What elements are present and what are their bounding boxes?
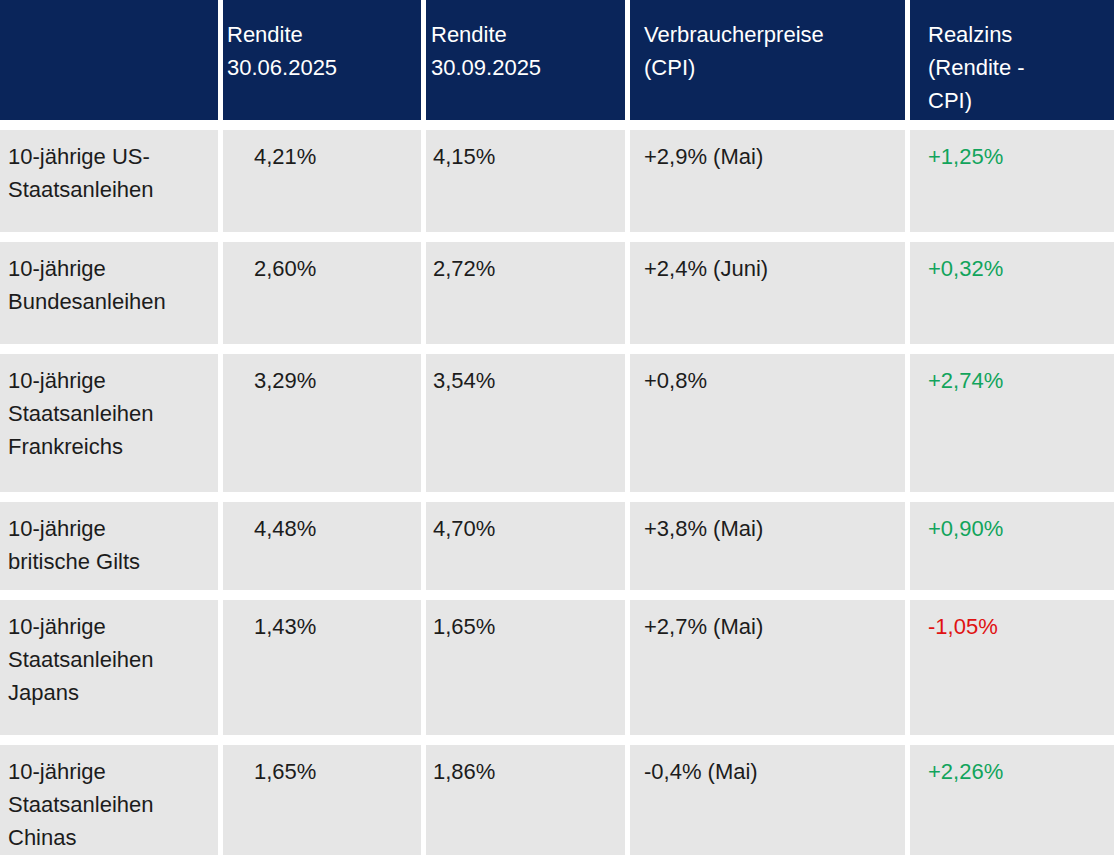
- label-line: Staatsanleihen: [8, 173, 218, 206]
- label-line: 10-jährige: [8, 755, 218, 788]
- label-line: britische Gilts: [8, 545, 218, 578]
- rendite-sept-value: 3,54%: [426, 354, 625, 492]
- row-label: 10-jährige Staatsanleihen Japans: [0, 600, 218, 735]
- realzins-value: +2,74%: [910, 354, 1114, 492]
- rendite-sept-value: 4,15%: [426, 130, 625, 232]
- header-line: CPI): [928, 84, 1114, 117]
- cpi-value: -0,4% (Mai): [630, 745, 905, 855]
- header-line: Verbraucherpreise: [644, 18, 905, 51]
- label-line: 10-jährige: [8, 512, 218, 545]
- label-line: 10-jährige US-: [8, 140, 218, 173]
- header-line: 30.06.2025: [227, 51, 421, 84]
- realzins-value: +2,26%: [910, 745, 1114, 855]
- label-line: 10-jährige: [8, 364, 218, 397]
- rendite-sept-value: 1,65%: [426, 600, 625, 735]
- rendite-june-value: 1,43%: [223, 600, 421, 735]
- header-line: (Rendite -: [928, 51, 1114, 84]
- cpi-value: +2,9% (Mai): [630, 130, 905, 232]
- header-line: Realzins: [928, 18, 1114, 51]
- header-cell-realzins: Realzins (Rendite - CPI): [910, 0, 1114, 120]
- label-line: Staatsanleihen: [8, 397, 218, 430]
- realzins-value: +0,90%: [910, 502, 1114, 590]
- rendite-june-value: 3,29%: [223, 354, 421, 492]
- label-line: Staatsanleihen: [8, 788, 218, 821]
- label-line: 10-jährige: [8, 252, 218, 285]
- label-line: Chinas: [8, 821, 218, 854]
- realzins-value: +1,25%: [910, 130, 1114, 232]
- label-line: Bundesanleihen: [8, 285, 218, 318]
- bond-yield-table: Rendite 30.06.2025 Rendite 30.09.2025 Ve…: [0, 0, 1114, 868]
- row-label: 10-jährige Bundesanleihen: [0, 242, 218, 344]
- header-cell-rendite-sept: Rendite 30.09.2025: [426, 0, 625, 120]
- rendite-sept-value: 1,86%: [426, 745, 625, 855]
- label-line: Frankreichs: [8, 430, 218, 463]
- rendite-sept-value: 4,70%: [426, 502, 625, 590]
- row-label: 10-jährige Staatsanleihen Chinas: [0, 745, 218, 855]
- realzins-value: -1,05%: [910, 600, 1114, 735]
- header-line: 30.09.2025: [431, 51, 625, 84]
- cpi-value: +2,4% (Juni): [630, 242, 905, 344]
- header-cell-cpi: Verbraucherpreise (CPI): [630, 0, 905, 120]
- label-line: Japans: [8, 676, 218, 709]
- rendite-june-value: 4,48%: [223, 502, 421, 590]
- label-line: Staatsanleihen: [8, 643, 218, 676]
- header-line: Rendite: [227, 18, 421, 51]
- row-label: 10-jährige britische Gilts: [0, 502, 218, 590]
- cpi-value: +0,8%: [630, 354, 905, 492]
- header-line: (CPI): [644, 51, 905, 84]
- rendite-june-value: 1,65%: [223, 745, 421, 855]
- realzins-value: +0,32%: [910, 242, 1114, 344]
- row-label: 10-jährige US- Staatsanleihen: [0, 130, 218, 232]
- header-cell-rendite-june: Rendite 30.06.2025: [223, 0, 421, 120]
- rendite-june-value: 2,60%: [223, 242, 421, 344]
- label-line: 10-jährige: [8, 610, 218, 643]
- rendite-sept-value: 2,72%: [426, 242, 625, 344]
- header-cell-blank: [0, 0, 218, 120]
- header-line: Rendite: [431, 18, 625, 51]
- rendite-june-value: 4,21%: [223, 130, 421, 232]
- row-label: 10-jährige Staatsanleihen Frankreichs: [0, 354, 218, 492]
- cpi-value: +3,8% (Mai): [630, 502, 905, 590]
- cpi-value: +2,7% (Mai): [630, 600, 905, 735]
